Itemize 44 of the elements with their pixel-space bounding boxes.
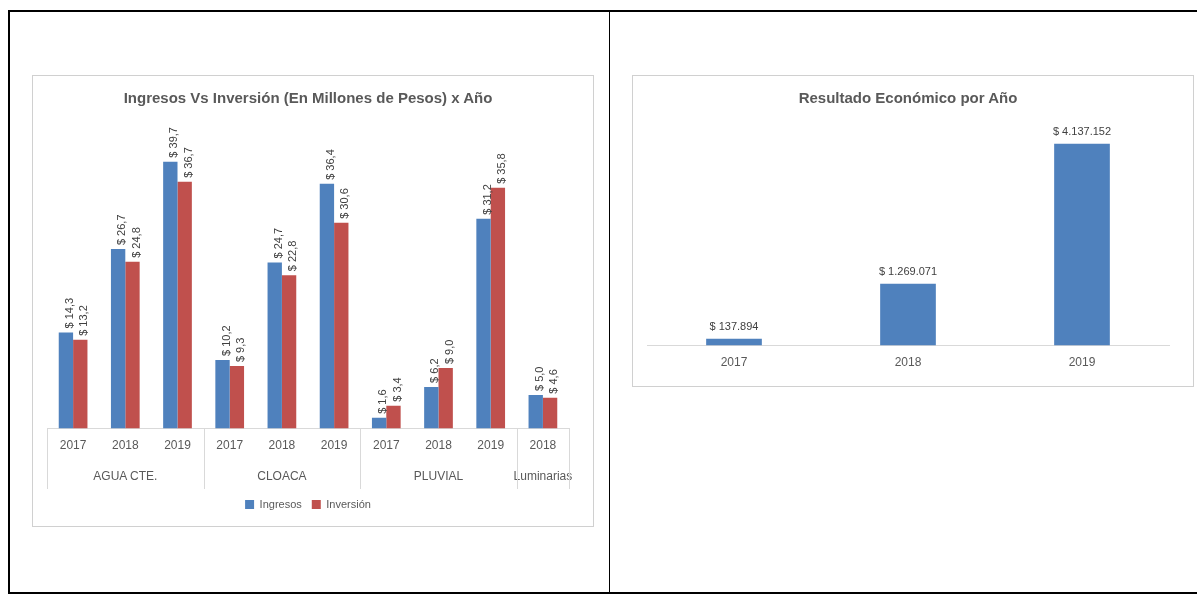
text: Luminarias — [513, 469, 573, 484]
x-tick-label: 2017 — [59, 438, 87, 453]
data-label: $ 36,4 — [323, 149, 336, 180]
data-label: $ 6,2 — [428, 358, 441, 383]
x-tick-label: 2017 — [216, 438, 244, 453]
data-label: $ 24,8 — [129, 227, 142, 258]
data-label: $ 3,4 — [390, 377, 403, 402]
data-label: $ 4,6 — [547, 369, 560, 394]
chart-title: Ingresos Vs Inversión (En Millones de Pesos) x Año — [123, 89, 493, 107]
data-label: $ 9,3 — [233, 337, 246, 363]
x-tick-label: 2017 — [720, 355, 748, 370]
data-label: $ 10,2 — [219, 325, 232, 357]
data-label: $ 5,0 — [532, 366, 545, 391]
data-label: $ 39,7 — [167, 127, 180, 158]
text: PLUVIAL — [413, 469, 464, 484]
x-tick-label: 2018 — [894, 355, 922, 370]
data-label: $ 14,3 — [62, 297, 75, 329]
legend-label: Inversión — [326, 497, 371, 510]
chart-title: Resultado Económico por Año — [798, 89, 1018, 107]
data-label: $ 35,8 — [494, 153, 507, 184]
data-label: $ 1,6 — [376, 389, 389, 414]
data-label: $ 4.137.152 — [1052, 125, 1112, 138]
x-tick-label: 2019 — [477, 438, 505, 453]
data-label: $ 36,7 — [181, 147, 194, 178]
x-tick-label: 2017 — [372, 438, 400, 453]
data-label: $ 1.269.071 — [878, 265, 938, 278]
x-tick-label: 2018 — [529, 438, 557, 453]
text: CLOACA — [257, 469, 307, 484]
x-tick-label: 2018 — [111, 438, 139, 453]
x-tick-label: 2019 — [1068, 355, 1096, 370]
data-label: $ 22,8 — [286, 240, 299, 272]
data-label: $ 26,7 — [115, 214, 128, 246]
data-label: $ 137.894 — [709, 320, 759, 333]
data-label: $ 30,6 — [338, 188, 351, 219]
data-label: $ 9,0 — [442, 339, 455, 365]
data-label: $ 13,2 — [77, 305, 90, 336]
x-tick-label: 2018 — [425, 438, 453, 453]
text: AGUA CTE. — [93, 469, 158, 484]
x-tick-label: 2018 — [268, 438, 296, 453]
x-tick-label: 2019 — [164, 438, 192, 453]
data-label: $ 24,7 — [271, 227, 284, 259]
data-label: $ 31,2 — [480, 184, 493, 215]
x-tick-label: 2019 — [320, 438, 348, 453]
legend-label: Ingresos — [259, 497, 303, 510]
